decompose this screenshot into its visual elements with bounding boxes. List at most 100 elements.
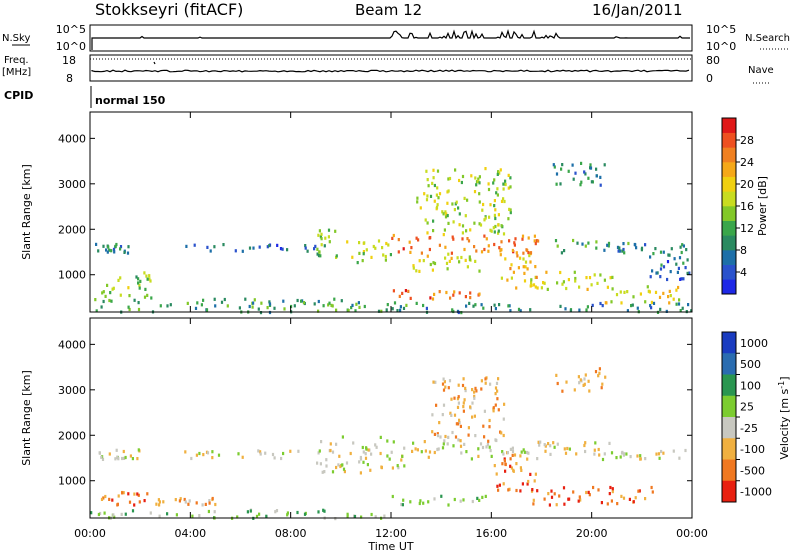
power-cell [382,253,385,257]
power-data [94,161,693,315]
velocity-cell [202,453,205,457]
velocity-cell [462,405,465,409]
x-tick-label: 00:00 [74,527,106,540]
power-cell [535,275,538,279]
power-cell [483,247,486,252]
power-colorbar: 4 8 12 16 20 24 28 Power [dB] [721,117,769,295]
velocity-cell [549,444,552,448]
velocity-cell [136,492,139,496]
power-colorbar-tick-label: 24 [740,156,754,169]
power-cell [599,301,602,306]
power-cell [143,295,147,299]
power-cell [504,257,507,261]
velocity-cell [447,435,450,439]
power-cell [340,299,343,303]
velocity-cell [550,489,553,493]
velocity-cell [610,499,613,503]
power-cell [499,253,502,257]
velocity-cell [532,498,535,502]
velocity-cell [208,499,211,503]
power-cell [574,279,577,283]
power-cell [555,182,558,186]
power-cell [137,307,141,312]
velocity-cell [493,464,496,468]
freq-tick-left-top: 18 [62,54,76,67]
power-cell [679,245,682,249]
power-cell [252,301,255,305]
power-cell [574,276,577,281]
velocity-cell [519,489,522,493]
power-cell [500,199,504,203]
power-cell [317,254,321,258]
power-cell [432,219,435,223]
power-cell [499,168,502,172]
velocity-cell [515,462,518,466]
power-cell [590,283,593,287]
power-cell [497,229,500,233]
power-cell [468,257,471,261]
power-cell [534,285,537,289]
power-cell [458,260,461,264]
velocity-cell [380,465,383,469]
power-cell [500,276,503,280]
power-cell [593,273,596,277]
power-cell [463,247,466,252]
power-cell [335,308,338,312]
power-cell [377,239,381,243]
power-cell [137,301,140,305]
power-cell [507,217,510,221]
velocity-cell [418,501,421,506]
velocity-cell [388,457,391,461]
velocity-cell [459,444,463,448]
velocity-cell [427,455,430,459]
velocity-cell [568,497,571,501]
velocity-cell [494,392,497,396]
velocity-cell [563,502,566,506]
power-cell [346,240,349,244]
freq-panel: Freq. [MHz] 18 8 80 0 Nave [2,54,774,85]
power-cell [599,175,602,179]
velocity-cell [108,497,111,501]
velocity-cell [494,386,498,390]
velocity-cell [190,456,193,461]
velocity-cell [603,452,606,456]
power-cell [385,308,388,312]
power-cell [493,178,496,182]
velocity-y-tick-label: 1000 [58,475,86,488]
power-cell [426,178,429,182]
power-cell [127,286,130,290]
power-cell [304,244,307,248]
velocity-cell [362,450,365,454]
power-cell [649,255,652,259]
velocity-cell [370,512,373,517]
power-cell [487,249,490,253]
power-cell [448,259,451,263]
power-cell [363,304,366,309]
power-cell [563,249,566,253]
power-cell [433,199,436,203]
power-cell [445,261,449,265]
velocity-cell [543,443,546,447]
power-cell [493,303,496,307]
velocity-cell [322,508,325,512]
power-cell [574,171,577,175]
power-cell [384,258,387,262]
power-cell [478,200,481,204]
velocity-cell [345,461,349,465]
power-cell [579,183,582,187]
velocity-cell [494,438,497,442]
power-cell [405,303,408,307]
velocity-cell [115,448,118,452]
velocity-cell [522,448,525,452]
power-cell [630,304,633,308]
velocity-cell [587,379,590,383]
power-cell [526,267,529,271]
velocity-cell [289,449,292,453]
velocity-cell [495,472,498,476]
velocity-cell [458,418,461,422]
power-cell [654,247,657,251]
velocity-cell [273,456,276,460]
velocity-cell [116,455,119,459]
power-cell [483,218,486,222]
power-cell [564,307,567,311]
